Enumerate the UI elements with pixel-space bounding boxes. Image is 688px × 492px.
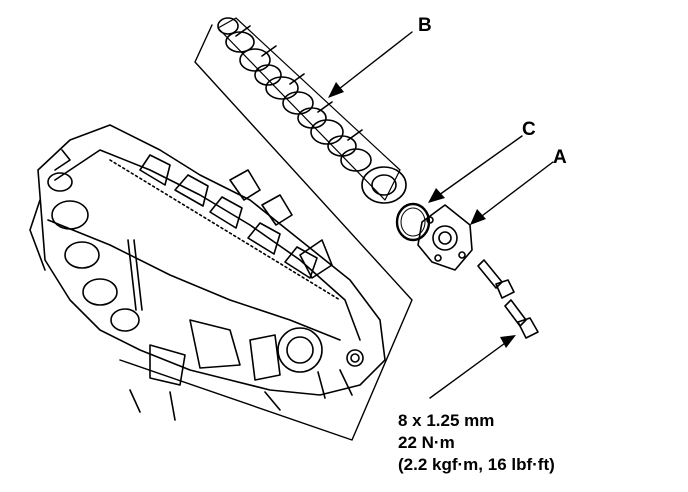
- seal-ring-icon: [395, 202, 431, 242]
- callout-label-a: A: [553, 147, 567, 168]
- torque-alt-text: (2.2 kgf·m, 16 lbf·ft): [398, 455, 555, 474]
- cylinder-head-icon: [29, 124, 386, 421]
- bolt-size-text: 8 x 1.25 mm: [398, 411, 495, 430]
- end-cap-icon: [417, 204, 473, 271]
- bolt-icon: [477, 259, 539, 339]
- callout-label-c: C: [522, 119, 536, 140]
- torque-nm-text: 22 N·m: [398, 433, 455, 452]
- camshaft-icon: [217, 17, 407, 204]
- callout-label-b: B: [418, 15, 432, 36]
- leader-lines: [329, 31, 554, 399]
